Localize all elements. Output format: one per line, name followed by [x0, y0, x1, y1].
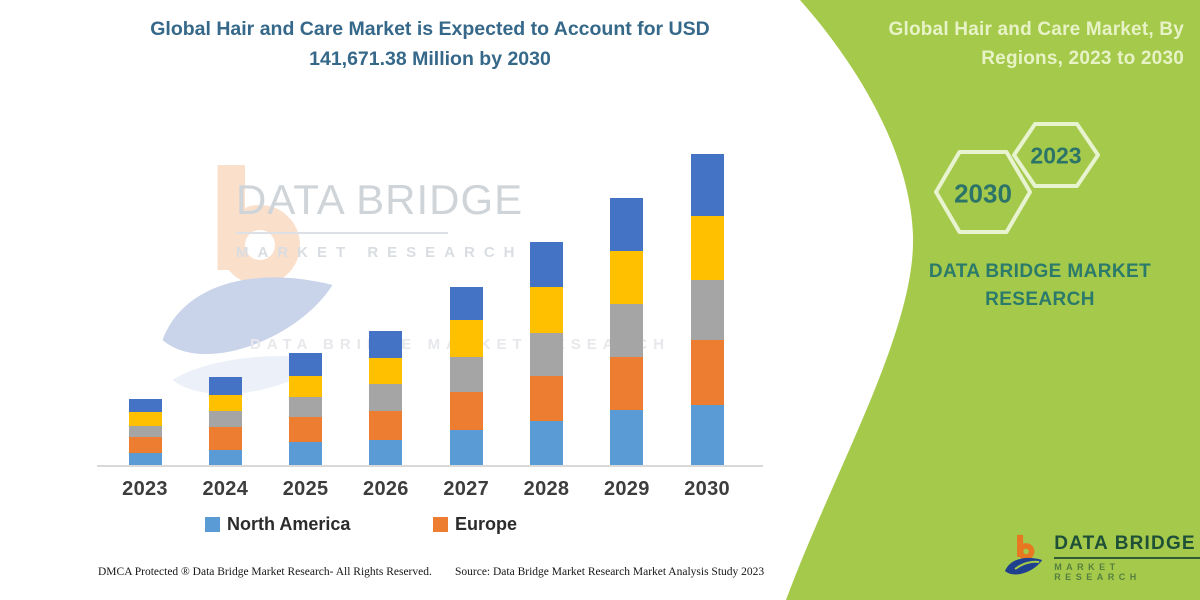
logo-text-block: DATA BRIDGE MARKET RESEARCH [1054, 533, 1200, 582]
bar-segment [369, 331, 403, 359]
logo-b-bowl [1017, 543, 1035, 560]
stacked-bar-2030 [690, 154, 724, 465]
x-axis-labels: 2023 2024 2025 2026 2027 2028 2029 2030 [97, 478, 763, 504]
stacked-bar-2029 [610, 198, 644, 465]
bar-segment [128, 412, 162, 427]
bar-segment [128, 453, 162, 465]
legend-swatch [433, 517, 448, 532]
bar-segment [369, 358, 403, 385]
bar-segment [610, 304, 644, 358]
logo-brand-text: DATA BRIDGE [1054, 533, 1200, 559]
bar-segment [530, 287, 563, 334]
bar-segment [369, 440, 403, 465]
bar-segment [610, 251, 644, 305]
bar-segment [690, 340, 724, 406]
dmca-footer-text: DMCA Protected ® Data Bridge Market Rese… [98, 566, 432, 578]
bar-segment [610, 198, 644, 252]
legend-label: Europe [455, 514, 518, 534]
legend-swatch [205, 517, 220, 532]
bar-segment [610, 410, 644, 465]
bar-segment [610, 357, 644, 411]
legend-item: North America [205, 514, 350, 535]
bar-segment [690, 216, 724, 281]
legend-item: Europe [433, 514, 517, 535]
data-bridge-logo-icon [1005, 534, 1043, 575]
data-bridge-logo: DATA BRIDGE MARKET RESEARCH [1004, 533, 1200, 585]
logo-swoosh-slit [1014, 560, 1040, 570]
x-axis-label: 2028 [523, 478, 570, 500]
x-axis-label: 2027 [443, 478, 490, 500]
brand-caption: DATA BRIDGE MARKET RESEARCH [895, 258, 1185, 313]
logo-swoosh [1005, 557, 1043, 575]
bar-segment [530, 376, 563, 422]
x-axis-label: 2030 [684, 478, 730, 500]
x-axis-label: 2026 [363, 478, 409, 500]
bar-segment [530, 421, 563, 465]
bar-segment [128, 399, 162, 413]
bar-segment [449, 287, 483, 321]
bar-segment [208, 411, 242, 428]
hexagon-2030 [934, 150, 1032, 234]
x-axis-label: 2024 [202, 478, 249, 500]
bar-segment [449, 320, 483, 358]
stacked-bar-2023 [128, 399, 162, 465]
bar-segment [128, 437, 162, 454]
hexagon-graphics [934, 122, 1100, 234]
bar-segment [530, 333, 563, 377]
bar-segment [690, 405, 724, 465]
brand-caption-line1: DATA BRIDGE MARKET [928, 261, 1152, 282]
bar-segment [289, 353, 323, 377]
bar-segment [449, 357, 483, 393]
chart-legend: North America Europe [100, 514, 760, 538]
bar-segment [289, 397, 323, 418]
hexagon-2023-label: 2023 [1030, 142, 1082, 169]
bar-segment [208, 395, 242, 412]
bar-segment [369, 411, 403, 441]
bar-segment [208, 377, 242, 396]
x-axis-label: 2023 [122, 478, 168, 500]
legend-label: North America [227, 514, 351, 534]
hexagon-2030-label: 2030 [954, 178, 1012, 209]
bar-segment [690, 154, 724, 217]
bar-segment [369, 384, 403, 412]
bar-segment [289, 376, 323, 398]
bar-segment [289, 442, 323, 465]
bar-segment [208, 450, 242, 465]
bar-segment [289, 417, 323, 443]
x-axis-label: 2029 [603, 478, 650, 500]
stacked-bar-2025 [289, 353, 323, 465]
stacked-bar-2024 [208, 377, 242, 465]
x-axis-label: 2025 [282, 478, 329, 500]
source-footer-text: Source: Data Bridge Market Research Mark… [455, 566, 765, 578]
bar-segment [530, 242, 563, 288]
chart-title: Global Hair and Care Market is Expected … [150, 18, 710, 71]
bar-segment [449, 430, 483, 465]
bar-chart-plot-area [97, 140, 763, 467]
brand-caption-line2: RESEARCH [985, 288, 1095, 310]
stacked-bar-2026 [369, 331, 403, 465]
bar-segment [690, 280, 724, 341]
bar-segment [449, 392, 483, 431]
side-panel-title: Global Hair and Care Market, By Regions,… [888, 19, 1184, 70]
stacked-bar-2027 [449, 287, 483, 465]
bar-segment [128, 426, 162, 438]
logo-subtitle-text: MARKET RESEARCH [1054, 562, 1141, 582]
stacked-bar-2028 [530, 242, 563, 465]
bar-segment [208, 427, 242, 451]
hexagon-2023 [1012, 122, 1100, 188]
